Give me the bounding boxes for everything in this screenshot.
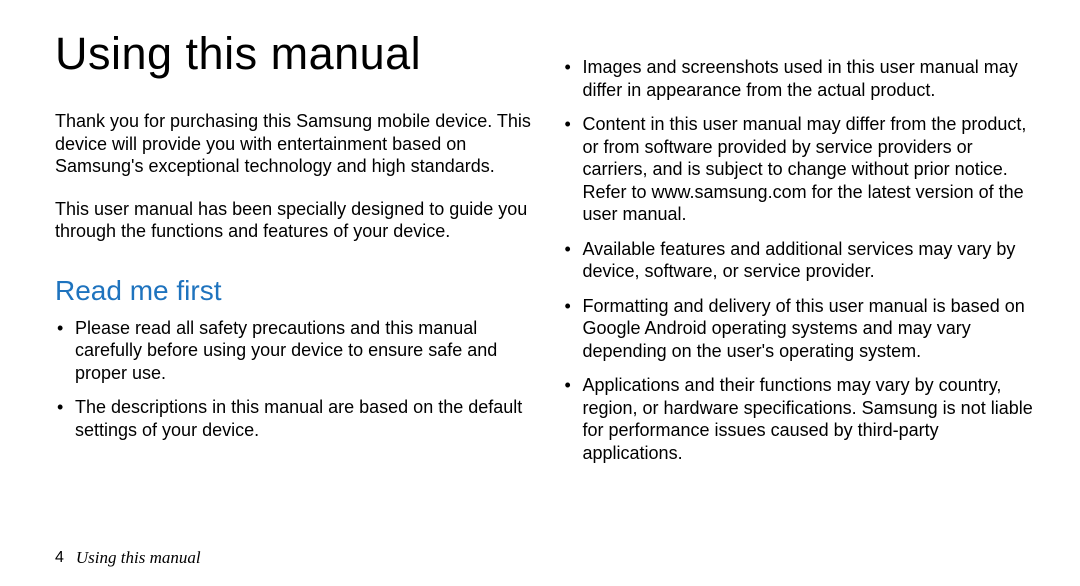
two-column-layout: Using this manual Thank you for purchasi… bbox=[55, 28, 1040, 566]
manual-page: Using this manual Thank you for purchasi… bbox=[0, 0, 1080, 586]
footer-title: Using this manual bbox=[76, 548, 201, 568]
list-item: The descriptions in this manual are base… bbox=[55, 396, 533, 441]
list-item: Applications and their functions may var… bbox=[563, 374, 1041, 464]
page-footer: 4 Using this manual bbox=[55, 548, 201, 568]
list-item: Content in this user manual may differ f… bbox=[563, 113, 1041, 226]
intro-block: Thank you for purchasing this Samsung mo… bbox=[55, 110, 533, 263]
right-column: Images and screenshots used in this user… bbox=[563, 28, 1041, 566]
list-item: Please read all safety precautions and t… bbox=[55, 317, 533, 385]
list-item: Available features and additional servic… bbox=[563, 238, 1041, 283]
page-title: Using this manual bbox=[55, 28, 533, 80]
left-bullet-list: Please read all safety precautions and t… bbox=[55, 317, 533, 454]
intro-paragraph-1: Thank you for purchasing this Samsung mo… bbox=[55, 110, 533, 178]
list-item: Formatting and delivery of this user man… bbox=[563, 295, 1041, 363]
intro-paragraph-2: This user manual has been specially desi… bbox=[55, 198, 533, 243]
left-column: Using this manual Thank you for purchasi… bbox=[55, 28, 533, 566]
list-item: Images and screenshots used in this user… bbox=[563, 56, 1041, 101]
section-heading: Read me first bbox=[55, 275, 533, 307]
page-number: 4 bbox=[55, 549, 64, 567]
right-bullet-list: Images and screenshots used in this user… bbox=[563, 56, 1041, 464]
